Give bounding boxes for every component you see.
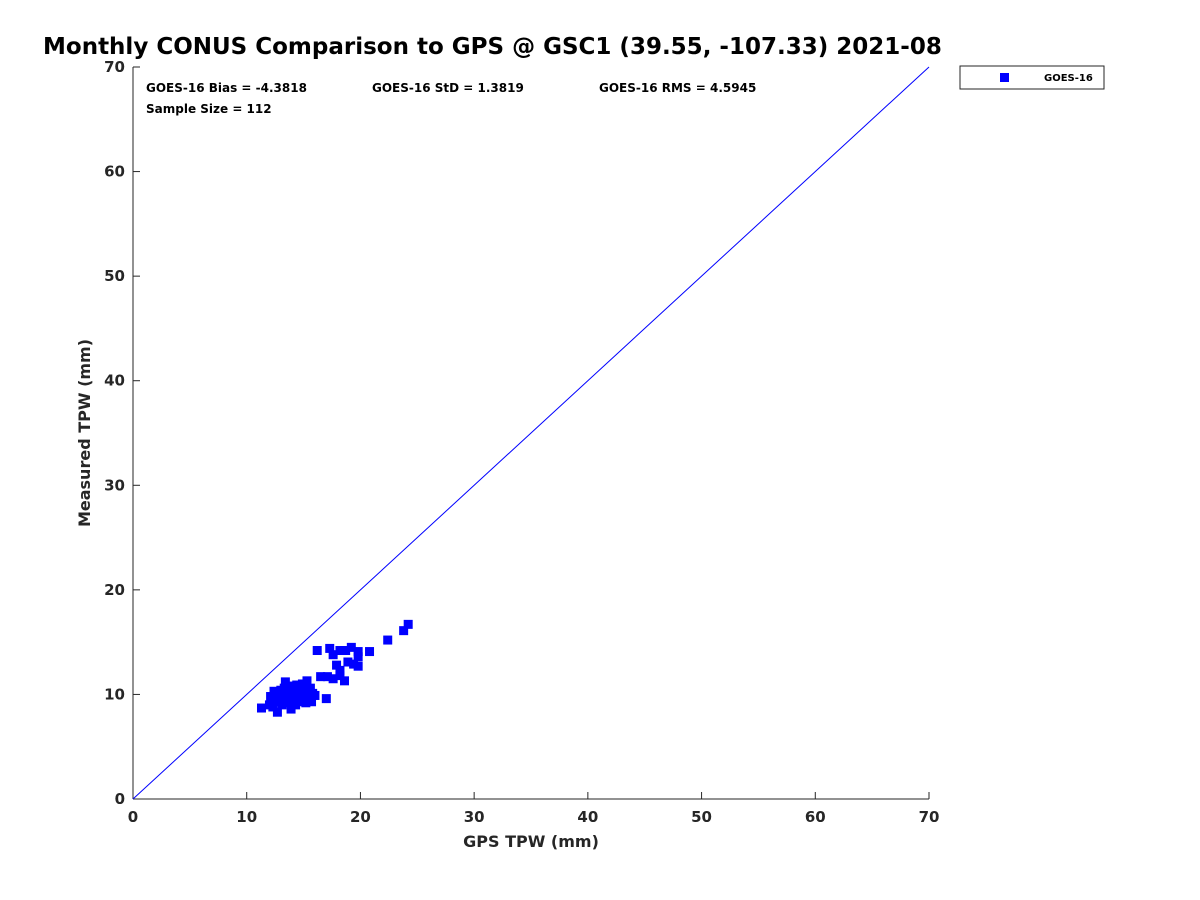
- data-point: [335, 665, 345, 675]
- x-tick-label: 70: [919, 808, 940, 826]
- data-points: [256, 619, 413, 717]
- data-point: [340, 676, 350, 686]
- data-point: [305, 683, 315, 693]
- x-tick-label: 40: [577, 808, 598, 826]
- y-axis-label: Measured TPW (mm): [75, 339, 94, 527]
- data-point: [270, 690, 280, 700]
- legend: GOES-16: [959, 65, 1105, 90]
- data-point: [399, 626, 409, 636]
- data-point: [282, 683, 292, 693]
- y-tick-label: 10: [104, 685, 125, 703]
- data-point: [307, 697, 317, 707]
- data-point: [299, 681, 309, 691]
- data-point: [280, 677, 290, 687]
- y-tick-label: 50: [104, 267, 125, 285]
- y-tick-label: 20: [104, 581, 125, 599]
- bias-annotation: GOES-16 Bias = -4.3818: [146, 81, 307, 95]
- data-point: [335, 671, 345, 681]
- data-point: [328, 650, 338, 660]
- chart-title: Monthly CONUS Comparison to GPS @ GSC1 (…: [43, 34, 942, 60]
- data-point: [296, 695, 306, 705]
- data-point: [365, 647, 375, 657]
- data-point: [349, 659, 359, 669]
- data-point: [291, 700, 301, 710]
- x-axis-label: GPS TPW (mm): [463, 832, 599, 851]
- x-tick-label: 20: [350, 808, 371, 826]
- data-point: [285, 695, 295, 705]
- data-point: [332, 660, 342, 670]
- data-point: [287, 687, 297, 697]
- x-tick-label: 10: [236, 808, 257, 826]
- data-point: [272, 707, 282, 717]
- data-point: [293, 689, 303, 699]
- x-tick-label: 60: [805, 808, 826, 826]
- data-point: [353, 652, 363, 662]
- data-point: [353, 647, 363, 657]
- axes: 0 10 20 30 40 50 60 70 0 10 20 30 40 50 60 70: [104, 58, 939, 826]
- legend-box: [959, 65, 1105, 90]
- data-point: [403, 619, 413, 629]
- data-point: [383, 635, 393, 645]
- data-point: [341, 646, 351, 656]
- sample-size-annotation: Sample Size = 112: [146, 102, 272, 116]
- std-annotation: GOES-16 StD = 1.3819: [372, 81, 524, 95]
- y-tick-label: 70: [104, 58, 125, 76]
- y-tick-label: 0: [115, 790, 125, 808]
- y-tick-label: 40: [104, 372, 125, 390]
- rms-annotation: GOES-16 RMS = 4.5945: [599, 81, 756, 95]
- data-point: [267, 698, 277, 708]
- one-to-one-line: [132, 66, 930, 800]
- data-point: [302, 690, 312, 700]
- data-point: [256, 703, 266, 713]
- data-point: [321, 694, 331, 704]
- data-point: [335, 646, 345, 656]
- data-point: [353, 661, 363, 671]
- y-tick-label: 60: [104, 163, 125, 181]
- data-point: [322, 672, 332, 682]
- data-point: [266, 692, 276, 702]
- data-point: [283, 688, 293, 698]
- legend-marker-goes16: [1000, 73, 1009, 82]
- data-point: [312, 646, 322, 656]
- data-point: [301, 698, 311, 708]
- data-point: [343, 657, 353, 667]
- data-point: [310, 690, 320, 700]
- legend-label-goes16: GOES-16: [1044, 73, 1093, 84]
- x-tick-label: 50: [691, 808, 712, 826]
- data-point: [286, 704, 296, 714]
- data-point: [346, 642, 356, 652]
- data-point: [276, 697, 286, 707]
- data-point: [325, 643, 335, 653]
- data-point: [302, 676, 312, 686]
- x-tick-label: 30: [464, 808, 485, 826]
- x-tick-label: 0: [128, 808, 138, 826]
- data-point: [328, 674, 338, 684]
- data-point: [316, 672, 326, 682]
- y-tick-label: 30: [104, 476, 125, 494]
